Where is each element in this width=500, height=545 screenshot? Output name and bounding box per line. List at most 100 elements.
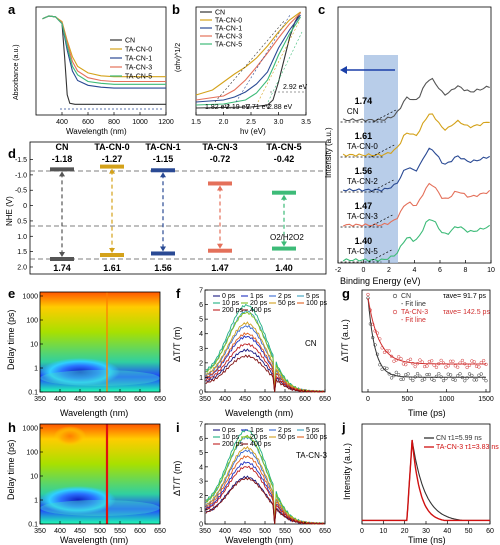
x-tick-label: 3.5 — [301, 119, 311, 126]
panel-f: f 350 400 450 500 550 600 650 0 1 2 3 4 5 6 7 0 ps 1 ps… — [172, 286, 331, 418]
panel-c: c CN1.74TA-CN-01.61TA-CN-21.56TA-CN-31.4… — [318, 2, 495, 286]
x-tick-label: 8 — [464, 267, 468, 274]
data-point-cn — [427, 372, 432, 377]
sample-label: TA-CN-0 — [94, 142, 129, 152]
y-tick-label: 0 — [199, 390, 203, 397]
sample-label: TA-CN-0 — [347, 142, 379, 151]
y-tick-label: 1 — [199, 507, 203, 514]
legend-label: 100 ps — [306, 300, 328, 307]
panel-d: d -1.5 -1.0 -0.5 0 0.5 1.0 1.5 2.0 CN -1.18 1.74 T… — [5, 141, 327, 275]
y-tick-label: 2 — [199, 493, 203, 500]
data-point-cn — [479, 372, 483, 376]
x-tick-label: 0 — [362, 267, 366, 274]
y-tick-label: 4 — [199, 464, 203, 471]
legend-label: TA-CN-3 τ1=3.83 ns — [436, 444, 499, 451]
panel-label-f: f — [176, 286, 181, 301]
ylabel-g: ΔT/T (a.u.) — [340, 319, 350, 362]
x-tick-label: 650 — [154, 396, 166, 403]
tau-label-cn: τave= 91.7 ps — [443, 293, 487, 300]
y-tick-label: 0.5 — [17, 218, 27, 225]
shaded-region — [364, 55, 398, 263]
legend-label: TA-CN-3 — [215, 34, 242, 41]
data-point-ta — [448, 359, 453, 363]
x-tick-label: 350 — [199, 396, 211, 403]
series-line — [205, 311, 325, 393]
data-point-cn — [441, 378, 446, 383]
panel-i: i 350 400 450 500 550 600 650 0 1 2 3 4 5 6 7 0 ps 1 ps… — [172, 420, 331, 545]
y-tick-label: 6 — [199, 436, 203, 443]
x-tick-label: 400 — [56, 119, 68, 126]
x-tick-label: 1200 — [158, 119, 174, 126]
tangent-line — [369, 214, 393, 228]
x-tick-label: 650 — [154, 528, 166, 535]
cb-bar — [272, 190, 296, 195]
legend-label: 200 ps — [222, 307, 244, 314]
y-tick-label: 10 — [30, 342, 38, 349]
x-tick-label: 10 — [379, 528, 387, 535]
x-tick-label: 0 — [366, 396, 370, 403]
arrowhead-icon — [281, 194, 287, 200]
x-tick-label: 550 — [114, 528, 126, 535]
data-point-cn — [385, 366, 389, 371]
y-tick-label: 0 — [23, 203, 27, 210]
heatmap-feature — [40, 370, 160, 386]
data-point-cn — [453, 378, 457, 382]
cb-bar — [50, 167, 74, 172]
legend-label: 400 ps — [250, 441, 272, 448]
axes-frame-g — [361, 289, 491, 393]
heatmap-feature — [40, 358, 120, 386]
x-tick-label: 20 — [401, 528, 409, 535]
xlabel-e: Wavelength (nm) — [60, 408, 128, 418]
data-point-ta — [441, 361, 446, 365]
legend-label: 0 ps — [222, 293, 236, 300]
legend-marker — [392, 309, 398, 315]
ylabel-b: (αhν)^1/2 — [175, 43, 182, 72]
data-point-ta — [439, 358, 443, 363]
ylabel-d: NHE (V) — [5, 196, 14, 226]
band-gap-label: 2.19 eV — [226, 104, 250, 111]
legend-label: 20 ps — [250, 300, 268, 307]
data-point-cn — [437, 372, 441, 376]
vb-bar — [208, 248, 232, 253]
series-line — [342, 182, 491, 227]
xlabel-g: Time (ps) — [408, 408, 446, 418]
ylabel-c: Intensity (a.u.) — [324, 127, 333, 178]
x-tick-label: 600 — [134, 528, 146, 535]
data-point-ta — [413, 364, 417, 369]
x-tick-label: 550 — [279, 396, 291, 403]
x-tick-label: 350 — [199, 528, 211, 535]
legend-label: TA-CN-3 — [125, 65, 152, 72]
y-tick-label: 1 — [34, 366, 38, 373]
data-point-cn — [399, 377, 403, 382]
legend-label: CN τ1=5.99 ns — [436, 435, 482, 442]
arrowhead-icon — [59, 252, 65, 257]
band-gap-label: 2.88 eV — [268, 104, 292, 111]
data-point-ta — [434, 365, 439, 369]
data-point-cn — [451, 377, 455, 382]
x-tick-label: 400 — [54, 528, 66, 535]
vb-bar — [151, 251, 175, 256]
vb-value-label: 1.40 — [355, 236, 373, 246]
data-point-cn — [470, 373, 474, 378]
data-point-ta — [456, 365, 460, 369]
xlabel-b: hν (eV) — [240, 127, 266, 136]
data-point-ta — [458, 361, 462, 365]
y-tick-label: 2.0 — [17, 264, 27, 271]
y-tick-label: 7 — [199, 422, 203, 429]
vb-value-label: 1.56 — [355, 166, 373, 176]
sample-label-i: TA-CN-3 — [296, 451, 328, 460]
arrowhead-icon — [160, 246, 166, 252]
legend-label: CN — [401, 293, 411, 300]
heatmap-feature — [54, 426, 86, 446]
band-gap-label: 1.82 eV — [205, 104, 229, 111]
x-tick-label: 60 — [486, 528, 494, 535]
tangent-line — [257, 19, 301, 103]
legend-label: TA-CN-0 — [215, 18, 242, 25]
y-tick-label: 7 — [199, 288, 203, 295]
x-tick-label: 500 — [401, 396, 413, 403]
fit-line — [367, 297, 486, 378]
x-tick-label: 500 — [259, 396, 271, 403]
legend-label: 200 ps — [222, 441, 244, 448]
y-tick-label: -1.0 — [15, 172, 27, 179]
